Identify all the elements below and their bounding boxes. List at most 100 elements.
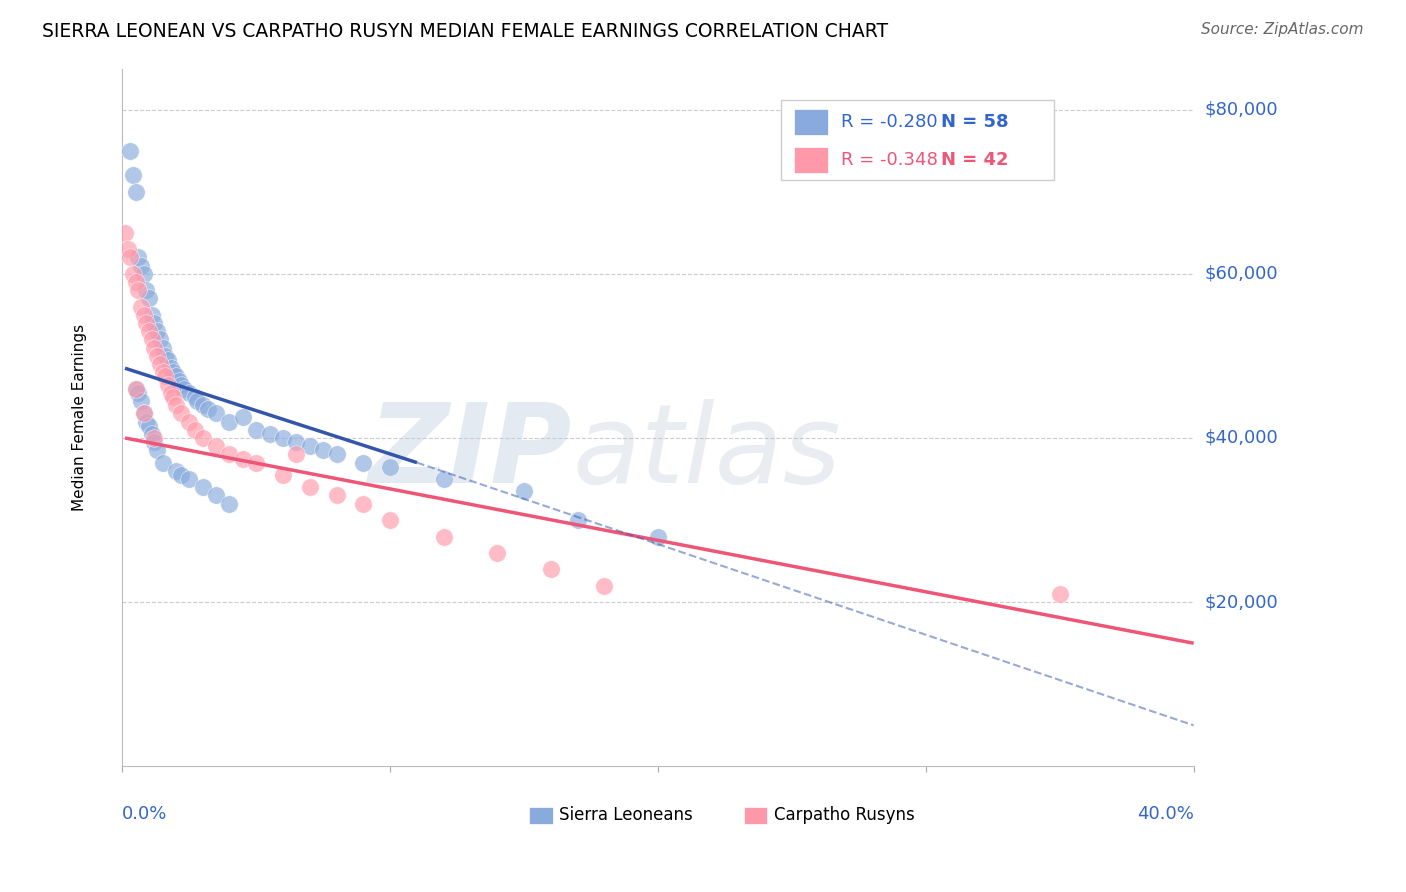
Point bbox=[165, 369, 187, 384]
Point bbox=[259, 426, 281, 441]
Point bbox=[129, 300, 152, 314]
Text: 0.0%: 0.0% bbox=[122, 805, 167, 822]
Bar bbox=[794, 147, 828, 173]
Point bbox=[162, 390, 184, 404]
Point bbox=[129, 394, 152, 409]
Point bbox=[156, 353, 179, 368]
Point bbox=[173, 382, 195, 396]
Point bbox=[132, 267, 155, 281]
Point bbox=[125, 185, 148, 199]
Point bbox=[232, 410, 254, 425]
Point bbox=[191, 398, 214, 412]
Point bbox=[135, 316, 157, 330]
Point bbox=[120, 144, 142, 158]
Point bbox=[593, 579, 616, 593]
Point bbox=[205, 488, 228, 502]
Point bbox=[159, 385, 181, 400]
Point bbox=[298, 439, 321, 453]
Point bbox=[271, 431, 294, 445]
Point bbox=[218, 415, 240, 429]
Point bbox=[132, 406, 155, 420]
Text: 40.0%: 40.0% bbox=[1137, 805, 1194, 822]
Point bbox=[122, 168, 145, 182]
Point bbox=[218, 447, 240, 461]
Point bbox=[156, 377, 179, 392]
Point bbox=[312, 443, 335, 458]
Bar bbox=[744, 807, 768, 824]
Point bbox=[170, 467, 193, 482]
Point bbox=[378, 459, 401, 474]
Point bbox=[132, 308, 155, 322]
Point bbox=[143, 431, 166, 445]
Point bbox=[486, 546, 509, 560]
Point bbox=[153, 369, 176, 384]
Point bbox=[127, 385, 149, 400]
Point bbox=[433, 529, 456, 543]
Point bbox=[141, 426, 163, 441]
Text: $80,000: $80,000 bbox=[1205, 101, 1278, 119]
Point bbox=[141, 333, 163, 347]
Point bbox=[146, 324, 169, 338]
Point bbox=[146, 349, 169, 363]
Point bbox=[271, 467, 294, 482]
Point bbox=[179, 385, 201, 400]
Text: $40,000: $40,000 bbox=[1205, 429, 1278, 447]
Point bbox=[513, 484, 536, 499]
Point bbox=[141, 308, 163, 322]
Text: N = 58: N = 58 bbox=[941, 113, 1008, 131]
Point bbox=[143, 435, 166, 450]
Point bbox=[165, 398, 187, 412]
Text: Carpatho Rusyns: Carpatho Rusyns bbox=[773, 806, 914, 824]
Point bbox=[125, 275, 148, 289]
Text: atlas: atlas bbox=[572, 399, 841, 506]
Point bbox=[117, 242, 139, 256]
Text: R = -0.280: R = -0.280 bbox=[841, 113, 938, 131]
Point bbox=[152, 365, 174, 379]
Point bbox=[378, 513, 401, 527]
Point bbox=[167, 374, 190, 388]
Point bbox=[138, 292, 160, 306]
Point bbox=[127, 283, 149, 297]
Point bbox=[170, 406, 193, 420]
Point bbox=[135, 283, 157, 297]
Point bbox=[325, 447, 347, 461]
Point bbox=[125, 382, 148, 396]
Point bbox=[149, 357, 172, 371]
Point bbox=[647, 529, 669, 543]
Point bbox=[170, 377, 193, 392]
Point bbox=[186, 394, 208, 409]
Point bbox=[298, 480, 321, 494]
Point bbox=[245, 456, 267, 470]
Point bbox=[127, 251, 149, 265]
Point bbox=[125, 382, 148, 396]
Point bbox=[352, 456, 374, 470]
Text: $60,000: $60,000 bbox=[1205, 265, 1278, 283]
Point bbox=[179, 415, 201, 429]
Point bbox=[138, 418, 160, 433]
Bar bbox=[782, 100, 1054, 180]
Point bbox=[183, 423, 205, 437]
Point bbox=[567, 513, 589, 527]
Point bbox=[146, 443, 169, 458]
Point bbox=[138, 324, 160, 338]
Point bbox=[191, 431, 214, 445]
Bar bbox=[794, 109, 828, 136]
Point bbox=[325, 488, 347, 502]
Point bbox=[165, 464, 187, 478]
Point bbox=[159, 361, 181, 376]
Point bbox=[129, 259, 152, 273]
Point bbox=[143, 316, 166, 330]
Point bbox=[205, 439, 228, 453]
Point bbox=[152, 341, 174, 355]
Point bbox=[352, 497, 374, 511]
Point bbox=[114, 226, 136, 240]
Point bbox=[285, 435, 308, 450]
Point bbox=[540, 562, 562, 576]
Text: R = -0.348: R = -0.348 bbox=[841, 151, 938, 169]
Point bbox=[149, 333, 172, 347]
Text: N = 42: N = 42 bbox=[941, 151, 1008, 169]
Text: ZIP: ZIP bbox=[368, 399, 572, 506]
Text: Source: ZipAtlas.com: Source: ZipAtlas.com bbox=[1201, 22, 1364, 37]
Point bbox=[132, 406, 155, 420]
Point bbox=[143, 341, 166, 355]
